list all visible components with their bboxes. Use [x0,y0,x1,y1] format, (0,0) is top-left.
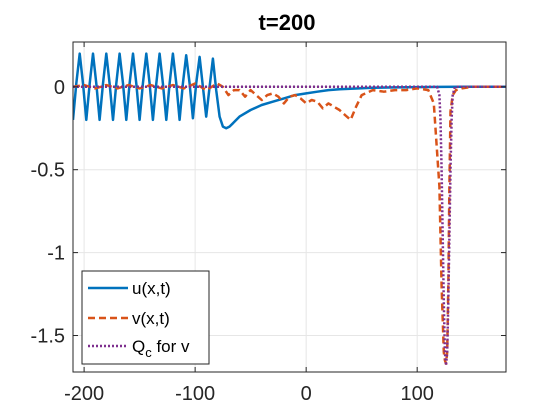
x-tick-label: 0 [301,383,312,405]
legend-label-qc-suffix: for v [152,337,190,356]
axis-ticks: -200 -100 0 100 0 -0.5 -1 -1.5 [31,42,506,405]
legend: u(x,t) v(x,t) Qc for v [81,270,210,365]
y-tick-label: -0.5 [31,160,65,182]
y-tick-label: 0 [54,77,65,99]
series-line-u [73,52,506,130]
x-tick-label: -100 [175,383,215,405]
x-tick-label: -200 [64,383,104,405]
legend-label-qc-subscript: c [145,345,152,360]
legend-label-v: v(x,t) [132,309,170,328]
series-line-qc [73,85,506,367]
legend-label-qc-main: Q [132,337,145,356]
y-tick-label: -1.5 [31,326,65,348]
x-tick-label: 100 [400,383,433,405]
legend-label-qc: Qc for v [132,337,190,360]
plot-area-border [72,41,507,373]
y-tick-label: -1 [47,243,65,265]
legend-label-u: u(x,t) [132,279,171,298]
chart-title: t=200 [259,10,316,35]
series-layer [73,52,506,367]
